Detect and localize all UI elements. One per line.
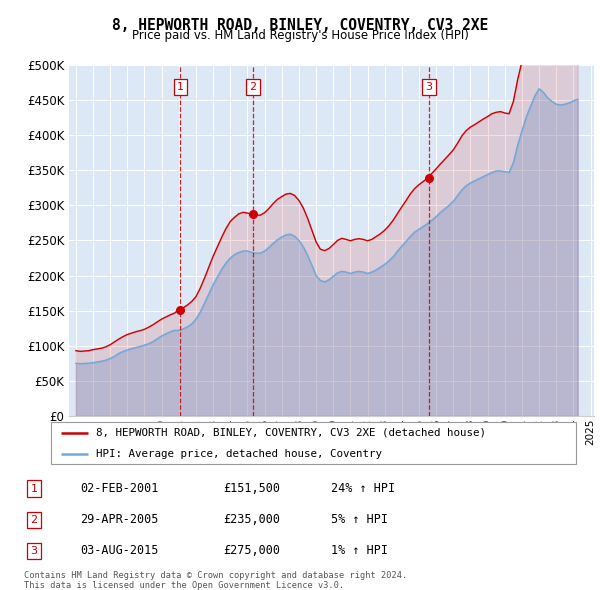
Text: 8, HEPWORTH ROAD, BINLEY, COVENTRY, CV3 2XE: 8, HEPWORTH ROAD, BINLEY, COVENTRY, CV3 … xyxy=(112,18,488,32)
Text: 8, HEPWORTH ROAD, BINLEY, COVENTRY, CV3 2XE (detached house): 8, HEPWORTH ROAD, BINLEY, COVENTRY, CV3 … xyxy=(96,428,486,438)
Text: 24% ↑ HPI: 24% ↑ HPI xyxy=(331,482,395,495)
Text: 02-FEB-2001: 02-FEB-2001 xyxy=(80,482,158,495)
Text: 1: 1 xyxy=(31,484,38,493)
Text: 1% ↑ HPI: 1% ↑ HPI xyxy=(331,545,388,558)
Text: Price paid vs. HM Land Registry's House Price Index (HPI): Price paid vs. HM Land Registry's House … xyxy=(131,30,469,42)
Text: 3: 3 xyxy=(425,83,433,93)
Text: 5% ↑ HPI: 5% ↑ HPI xyxy=(331,513,388,526)
Text: 2: 2 xyxy=(250,83,256,93)
Text: This data is licensed under the Open Government Licence v3.0.: This data is licensed under the Open Gov… xyxy=(24,581,344,590)
FancyBboxPatch shape xyxy=(50,422,577,464)
Text: £235,000: £235,000 xyxy=(224,513,281,526)
Text: 1: 1 xyxy=(176,83,184,93)
Text: Contains HM Land Registry data © Crown copyright and database right 2024.: Contains HM Land Registry data © Crown c… xyxy=(24,571,407,579)
Text: £151,500: £151,500 xyxy=(224,482,281,495)
Text: £275,000: £275,000 xyxy=(224,545,281,558)
Text: 2: 2 xyxy=(31,514,38,525)
Text: 29-APR-2005: 29-APR-2005 xyxy=(80,513,158,526)
Text: 3: 3 xyxy=(31,546,38,556)
Text: 03-AUG-2015: 03-AUG-2015 xyxy=(80,545,158,558)
Text: HPI: Average price, detached house, Coventry: HPI: Average price, detached house, Cove… xyxy=(96,448,382,458)
